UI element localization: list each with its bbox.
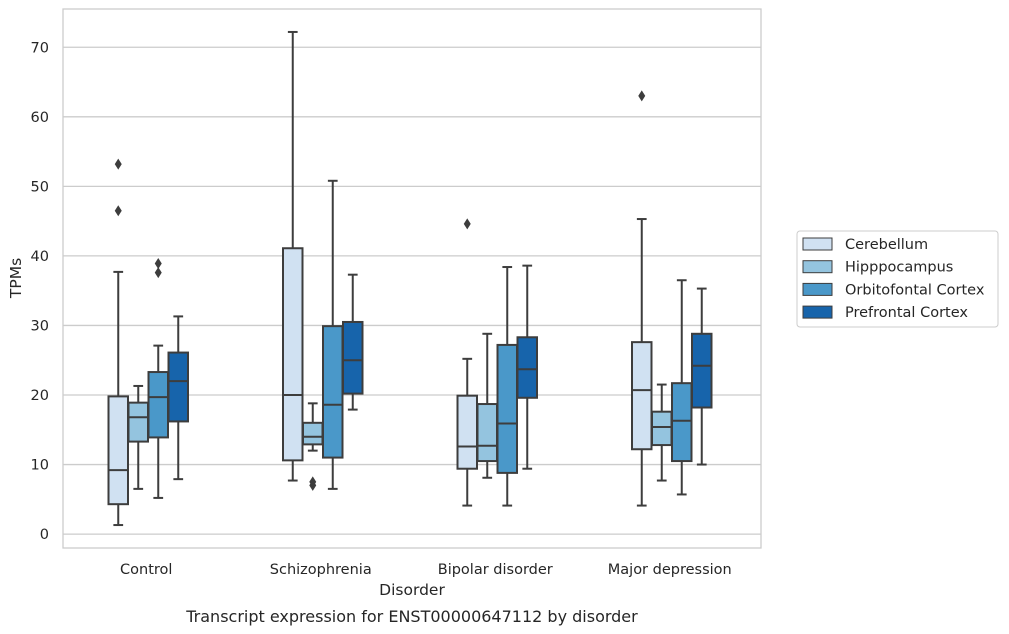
legend-frame: [796, 230, 999, 328]
legend: Cerebellum Hipppocampus Orbitofontal Corte…: [796, 230, 999, 328]
legend-swatch: [802, 260, 833, 274]
box-cerebellum: [282, 30, 304, 482]
legend-swatch: [802, 237, 833, 251]
box-hipppocampus: [651, 383, 673, 482]
box-iqr: [691, 332, 713, 409]
x-tick-label: Major depression: [608, 562, 732, 578]
legend-swatch: [802, 305, 833, 319]
box-hipppocampus: [127, 384, 149, 490]
box-iqr: [282, 247, 304, 462]
box-prefrontal-cortex: [516, 264, 538, 470]
y-tick-label: 30: [31, 318, 49, 334]
x-tick-label: Bipolar disorder: [438, 562, 553, 578]
x-axis-ticks: Control Schizophrenia Bipolar disorder Majo…: [120, 562, 732, 578]
box-iqr: [147, 371, 169, 439]
outlier-point: [463, 218, 471, 230]
box-iqr: [107, 395, 129, 506]
outlier-point: [114, 158, 122, 170]
box-iqr: [516, 336, 538, 399]
box-hipppocampus: [476, 332, 498, 479]
box-cerebellum: [456, 218, 478, 507]
box-orbitofontal-cortex: [671, 279, 693, 496]
y-tick-label: 10: [31, 458, 49, 474]
box-orbitofontal-cortex: [322, 179, 344, 490]
y-axis-ticks: 0 10 20 30 40 50 60 70: [31, 40, 49, 543]
box-iqr: [342, 320, 364, 395]
box-iqr: [167, 351, 189, 423]
x-axis-title: Disorder: [379, 581, 445, 599]
outlier-point: [154, 258, 162, 270]
legend-label: Prefrontal Cortex: [845, 305, 968, 321]
y-tick-label: 70: [31, 40, 49, 56]
legend-swatch: [802, 282, 833, 296]
x-tick-label: Control: [120, 562, 172, 578]
y-tick-label: 50: [31, 179, 49, 195]
box-iqr: [476, 403, 498, 463]
box-cerebellum: [107, 158, 129, 527]
box-iqr: [456, 394, 478, 470]
box-prefrontal-cortex: [691, 287, 713, 466]
outlier-point: [114, 205, 122, 217]
box-iqr: [631, 341, 653, 451]
box-iqr: [127, 401, 149, 443]
y-tick-label: 20: [31, 388, 49, 404]
y-tick-label: 0: [40, 527, 49, 543]
legend-label: Hipppocampus: [845, 260, 953, 276]
x-tick-label: Schizophrenia: [270, 562, 372, 578]
outlier-point: [638, 90, 646, 102]
box-prefrontal-cortex: [167, 315, 189, 481]
y-tick-label: 60: [31, 110, 49, 126]
box-iqr: [496, 343, 518, 474]
box-orbitofontal-cortex: [147, 258, 169, 499]
box-orbitofontal-cortex: [496, 266, 518, 507]
legend-label: Cerebellum: [845, 237, 928, 253]
plot-area-frame: [62, 8, 762, 549]
box-hipppocampus: [302, 402, 324, 491]
boxes: [107, 30, 713, 527]
y-tick-label: 40: [31, 249, 49, 265]
legend-label: Orbitofontal Cortex: [845, 282, 985, 298]
outlier-point: [309, 476, 317, 488]
outlier-point: [154, 267, 162, 279]
y-axis-title: TPMs: [7, 258, 25, 299]
figure-caption: Transcript expression for ENST0000064711…: [185, 607, 638, 626]
box-iqr: [302, 421, 324, 446]
box-prefrontal-cortex: [342, 273, 364, 411]
box-iqr: [322, 325, 344, 459]
box-iqr: [651, 410, 673, 447]
box-iqr: [671, 382, 693, 463]
gridlines: [63, 46, 761, 535]
box-cerebellum: [631, 90, 653, 507]
